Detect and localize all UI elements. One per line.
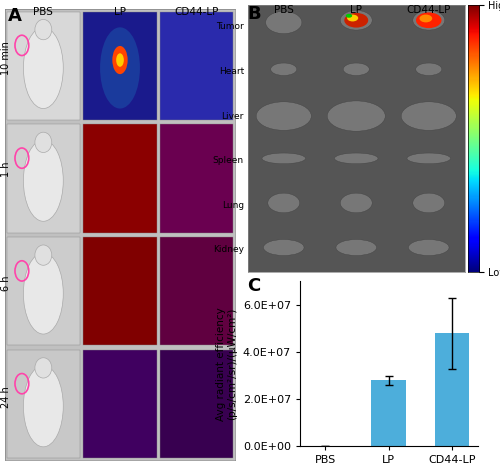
Bar [83,237,157,345]
Ellipse shape [35,20,52,40]
Bar [372,380,406,446]
Ellipse shape [35,358,52,378]
Text: CD44-LP: CD44-LP [406,5,451,15]
Text: B: B [248,5,261,23]
Text: 1 h: 1 h [1,162,11,178]
Bar [6,124,80,232]
Bar [160,12,234,120]
Ellipse shape [340,10,372,30]
Text: 6 h: 6 h [1,276,11,292]
Ellipse shape [256,102,312,130]
Ellipse shape [401,102,456,130]
Bar [160,124,234,232]
Text: 24 h: 24 h [1,387,11,408]
Ellipse shape [344,13,368,27]
Ellipse shape [264,239,304,256]
Text: PBS: PBS [274,5,293,15]
Ellipse shape [100,27,140,108]
Ellipse shape [266,11,302,33]
Ellipse shape [116,53,124,67]
Y-axis label: Avg radiant efficiency
(p/s/cm²/sr)/(μW/cm²): Avg radiant efficiency (p/s/cm²/sr)/(μW/… [216,307,237,421]
Ellipse shape [35,132,52,153]
Ellipse shape [24,253,64,334]
Bar [83,124,157,232]
Ellipse shape [420,14,432,22]
Ellipse shape [346,14,352,18]
Ellipse shape [334,153,378,164]
Text: C: C [248,277,261,295]
Ellipse shape [112,46,128,74]
Text: Heart: Heart [218,67,244,76]
Ellipse shape [413,10,444,30]
Text: Lung: Lung [222,201,244,210]
Ellipse shape [35,245,52,265]
Text: A: A [8,7,22,25]
Text: 10 min: 10 min [1,41,11,75]
Ellipse shape [408,239,449,256]
Bar [6,12,80,120]
Bar [434,333,470,446]
Ellipse shape [24,365,64,447]
Text: Spleen: Spleen [213,156,244,165]
Text: Kidney: Kidney [213,245,244,254]
Text: PBS: PBS [34,7,54,17]
Ellipse shape [24,27,64,108]
Ellipse shape [407,153,451,164]
Text: LP: LP [114,7,126,17]
Text: Tumor: Tumor [216,22,244,32]
Ellipse shape [416,13,442,28]
Ellipse shape [270,63,297,75]
Ellipse shape [268,193,300,213]
Ellipse shape [336,239,376,256]
Ellipse shape [343,63,369,75]
Text: CD44-LP: CD44-LP [174,7,219,17]
Ellipse shape [24,140,64,221]
Ellipse shape [262,153,306,164]
Ellipse shape [340,193,372,213]
Bar [6,237,80,345]
Ellipse shape [416,63,442,75]
Bar [83,12,157,120]
Ellipse shape [413,193,444,213]
Bar [6,350,80,458]
Bar [160,350,234,458]
Ellipse shape [347,14,358,21]
Ellipse shape [327,101,385,131]
Bar [83,350,157,458]
Text: LP: LP [350,5,362,15]
Text: Liver: Liver [222,112,244,120]
Bar [160,237,234,345]
